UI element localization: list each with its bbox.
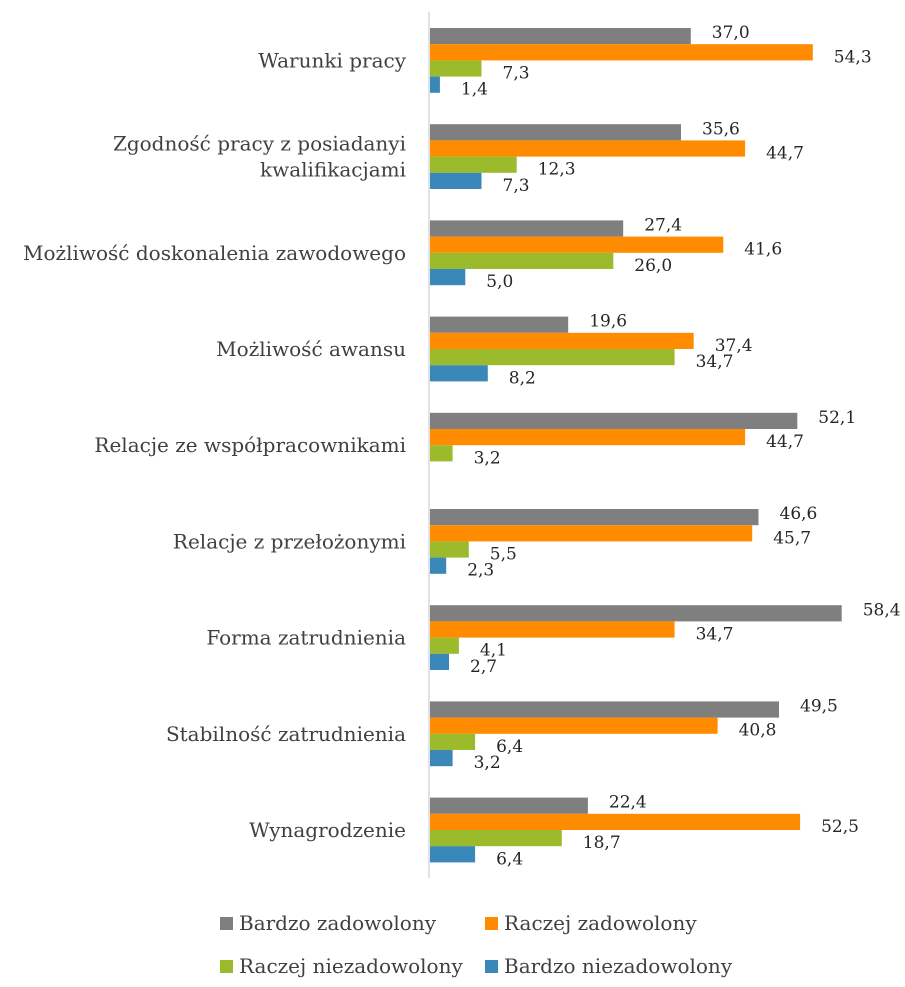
value-label: 26,0	[634, 256, 672, 276]
value-label: 7,3	[503, 64, 530, 84]
value-label: 34,7	[696, 625, 734, 645]
value-label: 18,7	[583, 833, 621, 853]
bar	[430, 830, 562, 847]
bar	[430, 124, 681, 141]
value-label: 2,3	[467, 561, 494, 581]
bar	[430, 717, 718, 734]
bar	[430, 252, 614, 269]
bar	[430, 445, 453, 462]
value-label: 52,1	[818, 408, 856, 428]
legend-label: Raczej zadowolony	[504, 911, 697, 935]
value-label: 4,1	[480, 641, 507, 661]
value-label: 35,6	[702, 119, 740, 139]
value-label: 1,4	[461, 80, 488, 100]
value-label: 3,2	[474, 753, 501, 773]
category-label: Zgodność pracy z posiadanyi kwalifikacjam…	[113, 132, 406, 182]
value-label: 49,5	[800, 697, 838, 717]
bar	[430, 236, 724, 253]
bar	[430, 140, 746, 157]
bar	[430, 60, 482, 77]
bar	[430, 44, 813, 61]
value-labels: 37,0 54,3 7,3 1,4 35,6 44,7 12,3 7,3 27,4 41,6 26,…	[461, 23, 901, 869]
value-label: 22,4	[609, 793, 647, 813]
value-label: 45,7	[773, 528, 811, 548]
value-label: 8,2	[509, 368, 536, 388]
legend-swatch	[220, 960, 233, 973]
bar	[430, 28, 691, 45]
bar	[430, 316, 569, 333]
value-label: 54,3	[834, 47, 872, 67]
bar	[430, 605, 842, 622]
legend-label: Bardzo niezadowolony	[504, 954, 733, 978]
bars	[430, 28, 842, 863]
category-label: Możliwość awansu	[216, 337, 406, 361]
bar	[430, 412, 798, 429]
value-label: 2,7	[470, 657, 497, 677]
bar	[430, 156, 517, 173]
value-label: 52,5	[821, 817, 859, 837]
bar	[430, 332, 694, 349]
bar	[430, 349, 675, 366]
bar	[430, 541, 469, 558]
legend-swatch	[220, 917, 233, 930]
bar	[430, 733, 476, 750]
value-label: 46,6	[780, 504, 818, 524]
value-label: 27,4	[644, 216, 682, 236]
legend-label: Raczej niezadowolony	[239, 954, 463, 978]
bar	[430, 269, 466, 286]
bar	[430, 653, 449, 670]
bar	[430, 813, 801, 830]
legend-swatch	[485, 960, 498, 973]
value-label: 40,8	[739, 721, 777, 741]
bar	[430, 76, 440, 93]
bar	[430, 557, 447, 574]
value-label: 41,6	[744, 240, 782, 260]
legend: Bardzo zadowolony Raczej zadowolony Raczej…	[220, 911, 733, 978]
value-label: 34,7	[696, 352, 734, 372]
value-label: 12,3	[538, 160, 576, 180]
bar	[430, 750, 453, 767]
legend-label: Bardzo zadowolony	[239, 911, 437, 935]
legend-swatch	[485, 917, 498, 930]
bar	[430, 846, 476, 863]
category-label: Forma zatrudnienia	[206, 626, 406, 650]
value-label: 58,4	[863, 600, 901, 620]
bar	[430, 509, 759, 526]
category-label: Relacje ze współpracownikami	[94, 433, 406, 457]
bar	[430, 525, 753, 542]
category-label: Relacje z przełożonymi	[173, 529, 406, 553]
bar	[430, 429, 746, 446]
value-label: 37,4	[715, 336, 753, 356]
value-label: 37,0	[712, 23, 750, 43]
bar	[430, 637, 459, 654]
bar	[430, 172, 482, 189]
value-label: 5,0	[486, 272, 513, 292]
category-label: Możliwość doskonalenia zawodowego	[23, 241, 406, 265]
value-label: 44,7	[766, 144, 804, 164]
value-label: 6,4	[496, 737, 523, 757]
bar	[430, 797, 588, 814]
category-labels: Warunki pracy Zgodność pracy z posiadanyi…	[23, 48, 407, 842]
category-label: Warunki pracy	[258, 48, 406, 72]
bar	[430, 220, 624, 237]
category-label: Wynagrodzenie	[249, 818, 406, 842]
bar	[430, 621, 675, 638]
value-label: 3,2	[474, 448, 501, 468]
category-label: Stabilność zatrudnienia	[166, 722, 406, 746]
bar	[430, 365, 488, 382]
value-label: 7,3	[503, 176, 530, 196]
value-label: 6,4	[496, 849, 523, 869]
bar	[430, 701, 779, 718]
value-label: 44,7	[766, 432, 804, 452]
value-label: 19,6	[589, 312, 627, 332]
value-label: 5,5	[490, 545, 517, 565]
